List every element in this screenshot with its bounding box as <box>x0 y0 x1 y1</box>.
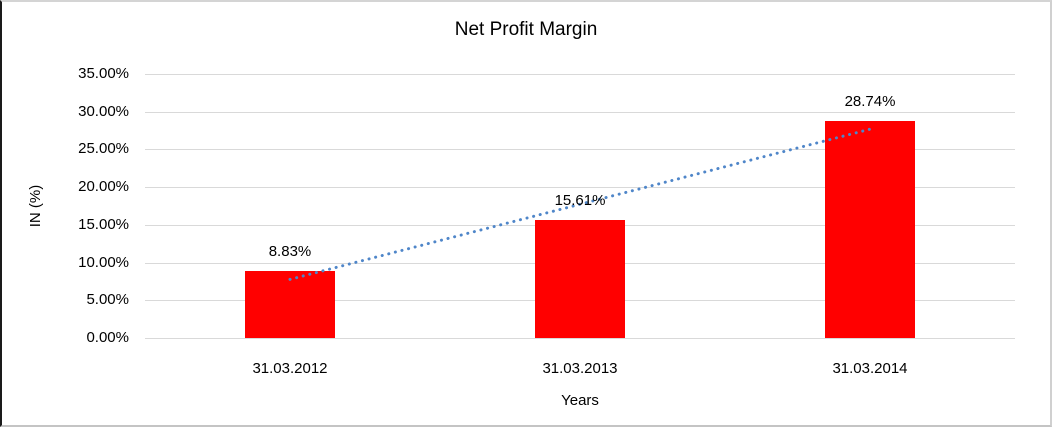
y-tick-label: 0.00% <box>86 329 129 346</box>
data-label: 8.83% <box>268 243 312 260</box>
x-tick-label: 31.03.2013 <box>542 360 618 377</box>
y-tick-label: 5.00% <box>86 291 129 308</box>
x-tick-label: 31.03.2014 <box>832 360 908 377</box>
gridline <box>145 338 1015 339</box>
gridline <box>145 74 1015 75</box>
y-tick-label: 20.00% <box>78 178 129 195</box>
bar-31.03.2012 <box>245 271 335 338</box>
bar-31.03.2014 <box>825 121 915 338</box>
chart-title: Net Profit Margin <box>454 19 598 40</box>
y-tick-label: 15.00% <box>78 216 129 233</box>
y-tick-label: 35.00% <box>78 65 129 82</box>
x-axis-title: Years <box>561 392 599 409</box>
bar-31.03.2013 <box>535 220 625 338</box>
y-tick-label: 30.00% <box>78 103 129 120</box>
y-tick-label: 10.00% <box>78 254 129 271</box>
x-tick-label: 31.03.2012 <box>252 360 328 377</box>
y-tick-label: 25.00% <box>78 140 129 157</box>
y-axis-title: IN (%) <box>27 184 44 228</box>
gridline <box>145 112 1015 113</box>
data-label: 28.74% <box>844 93 896 110</box>
data-label: 15.61% <box>554 192 606 209</box>
